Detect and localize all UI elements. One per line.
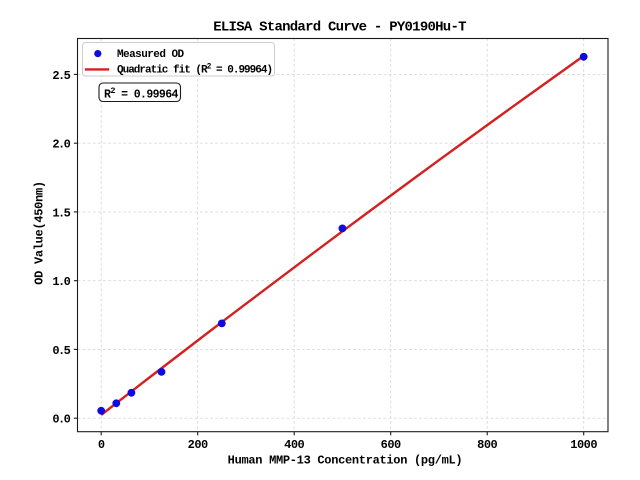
svg-text:1.0: 1.0 [52, 275, 70, 289]
svg-text:ELISA Standard Curve - PY0190H: ELISA Standard Curve - PY0190Hu-T [213, 19, 466, 35]
svg-text:OD Value(450nm): OD Value(450nm) [33, 181, 47, 285]
svg-text:1.5: 1.5 [52, 206, 70, 220]
svg-text:400: 400 [284, 438, 304, 452]
svg-text:2.5: 2.5 [52, 69, 70, 83]
svg-text:200: 200 [188, 438, 208, 452]
svg-text:0.5: 0.5 [52, 344, 70, 358]
svg-text:1000: 1000 [570, 438, 597, 452]
svg-text:600: 600 [381, 438, 401, 452]
svg-text:800: 800 [477, 438, 497, 452]
svg-text:Quadratic fit (R2 = 0.99964): Quadratic fit (R2 = 0.99964) [117, 63, 272, 77]
svg-text:0: 0 [98, 438, 105, 452]
svg-text:0.0: 0.0 [52, 413, 70, 427]
svg-text:2.0: 2.0 [52, 138, 70, 152]
svg-text:Measured OD: Measured OD [117, 49, 185, 61]
svg-text:R2 = 0.99964: R2 = 0.99964 [104, 86, 179, 101]
svg-text:Human MMP-13 Concentration (pg: Human MMP-13 Concentration (pg/mL) [228, 454, 463, 468]
